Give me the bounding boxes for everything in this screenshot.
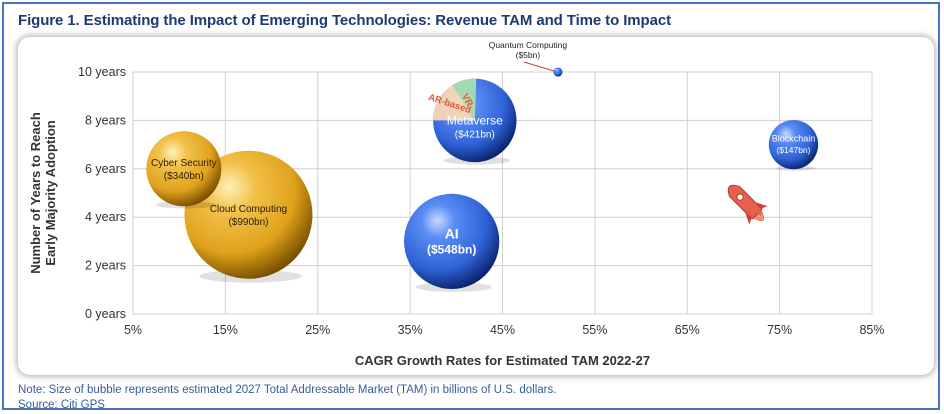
- cloud-computing-value-label: ($990bn): [228, 217, 268, 228]
- x-tick-label: 55%: [582, 323, 607, 337]
- blockchain-bubble: [768, 119, 819, 170]
- quantum-leader-line: [523, 61, 555, 72]
- figure-source: Source: Citi GPS: [18, 399, 105, 411]
- figure-title: Figure 1. Estimating the Impact of Emerg…: [18, 12, 671, 29]
- y-tick-label: 4 years: [85, 210, 126, 224]
- metaverse-name-label: Metaverse: [447, 113, 503, 127]
- cloud-computing-name-label: Cloud Computing: [210, 204, 287, 215]
- rocket-fin-right: [754, 202, 768, 209]
- x-tick-label: 85%: [859, 323, 884, 337]
- x-axis-title: CAGR Growth Rates for Estimated TAM 2022…: [355, 353, 650, 368]
- quantum-value-label: ($5bn): [516, 50, 541, 60]
- x-tick-label: 75%: [767, 323, 792, 337]
- rocket-fin-left: [745, 211, 752, 225]
- rocket-icon: [727, 184, 768, 225]
- x-tick-label: 25%: [305, 323, 330, 337]
- chart-panel: 5% 15% 25% 35% 45% 55% 65% 75% 85% 0 years 2 years…: [18, 37, 934, 375]
- y-tick-label: 10 years: [78, 65, 126, 79]
- cyber-security-value-label: ($340bn): [164, 171, 204, 182]
- rocket-window: [736, 193, 744, 201]
- y-axis-title-line: Early Majority Adoption: [43, 120, 58, 265]
- quantum-computing-bubble: [553, 67, 563, 77]
- y-axis-title-line: Number of Years to Reach: [28, 112, 43, 274]
- quantum-name-label: Quantum Computing: [489, 40, 568, 50]
- y-tick-label: 8 years: [85, 113, 126, 127]
- y-tick-label: 2 years: [85, 259, 126, 273]
- x-tick-label: 5%: [124, 323, 142, 337]
- x-tick-label: 65%: [675, 323, 700, 337]
- ai-value-label: ($548bn): [427, 242, 476, 256]
- figure-note: Note: Size of bubble represents estimate…: [18, 384, 557, 396]
- y-tick-label: 0 years: [85, 307, 126, 321]
- y-axis-title: Number of Years to ReachEarly Majority A…: [28, 112, 58, 274]
- cyber-security-name-label: Cyber Security: [151, 158, 217, 169]
- cyber-security-bubble: [146, 131, 222, 207]
- metaverse-vr-segment: [452, 78, 477, 121]
- ai-name-label: AI: [445, 225, 459, 241]
- rocket-sparkle: [733, 188, 739, 193]
- blockchain-name-label: Blockchain: [772, 134, 816, 144]
- x-tick-label: 15%: [213, 323, 238, 337]
- x-tick-label: 45%: [490, 323, 515, 337]
- ai-bubble: [404, 193, 500, 290]
- x-tick-label: 35%: [398, 323, 423, 337]
- bubble-chart: 5% 15% 25% 35% 45% 55% 65% 75% 85% 0 years 2 years…: [28, 40, 885, 368]
- metaverse-ar-segment: [433, 85, 475, 121]
- y-tick-label: 6 years: [85, 162, 126, 176]
- metaverse-value-label: ($421bn): [455, 129, 495, 140]
- rocket-body: [727, 184, 763, 220]
- blockchain-value-label: ($147bn): [776, 145, 810, 155]
- rocket-sparkle: [757, 210, 763, 216]
